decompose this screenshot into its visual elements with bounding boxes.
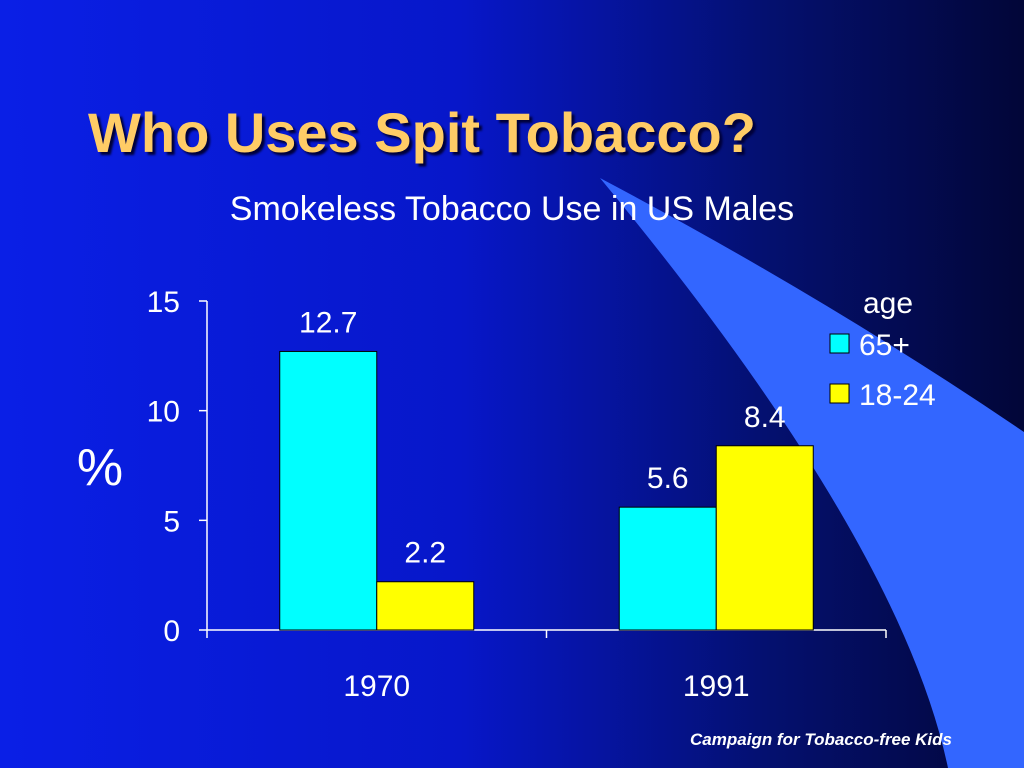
bar-65+-1970 [279,350,378,631]
footer-credit: Campaign for Tobacco-free Kids [690,730,952,749]
chart-title: Smokeless Tobacco Use in US Males [229,190,795,228]
slide-title: Who Uses Spit Tobacco? [88,101,756,164]
y-tick-label: 0 [163,615,180,648]
data-label: 2.2 [404,537,446,570]
bar-18-24-1991 [715,445,814,631]
bar-18-24-1970 [376,581,475,631]
y-tick-label: 15 [147,286,180,319]
x-tick-label: 1970 [343,670,410,703]
bar-65+-1991 [618,506,717,631]
y-tick-label: 10 [147,396,180,429]
data-label: 12.7 [299,306,357,339]
legend-title: age [863,287,913,320]
legend-swatch [829,383,850,404]
y-tick-label: 5 [163,505,180,538]
legend-label: 18-24 [859,379,936,412]
legend-label: 65+ [859,329,910,362]
legend-swatch [829,333,850,354]
x-tick-label: 1991 [683,670,750,703]
data-label: 8.4 [744,401,786,434]
decorative-swoosh [600,178,1024,768]
data-label: 5.6 [647,462,689,495]
y-axis-label: % [77,439,123,497]
